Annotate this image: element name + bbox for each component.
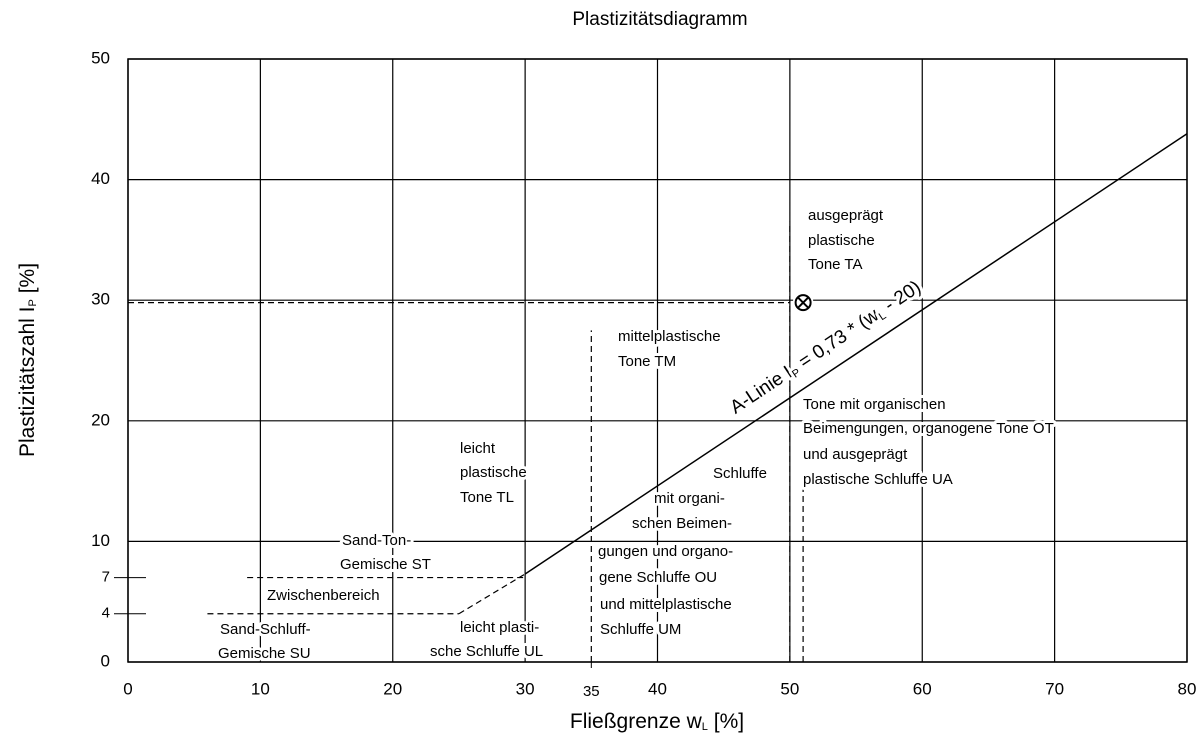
- region-label: plastische: [808, 232, 875, 249]
- region-label: und ausgeprägt: [803, 446, 908, 463]
- region-label: und mittelplastische: [600, 596, 732, 613]
- region-label: Tone TM: [618, 353, 676, 370]
- plot-frame: [127, 58, 1188, 663]
- x-tick-label: 60: [913, 679, 932, 698]
- region-label: Schluffe UM: [600, 621, 681, 638]
- point-cross: [797, 296, 810, 309]
- chart-title: Plastizitätsdiagramm: [572, 9, 747, 30]
- text-part: Plastizitätszahl I: [16, 306, 39, 457]
- region-label: leicht plasti-: [460, 619, 539, 636]
- region-label: Beimengungen, organogene Tone OT: [803, 420, 1054, 437]
- x-tick-label: 50: [780, 679, 799, 698]
- y-tick-label: 30: [91, 290, 110, 309]
- x-tick-label: 70: [1045, 679, 1064, 698]
- region-label: Gemische SU: [218, 645, 311, 662]
- region-label: Gemische ST: [340, 556, 431, 573]
- x-tick-label: 40: [648, 679, 667, 698]
- region-label: Tone TL: [460, 489, 514, 506]
- y-tick-label: 10: [91, 531, 110, 550]
- x-axis-label: Fließgrenze wL [%]: [570, 710, 744, 733]
- text-part: = 0,73 * (w: [791, 305, 883, 376]
- y-tick-label: 0: [101, 651, 110, 670]
- y-axis-label: Plastizitätszahl IP [%]: [16, 263, 39, 457]
- region-label: gene Schluffe OU: [599, 569, 717, 586]
- region-label: Zwischenbereich: [267, 587, 380, 604]
- x-tick-label: 80: [1178, 679, 1197, 698]
- x-tick-label: 10: [251, 679, 270, 698]
- region-label: Schluffe: [713, 465, 767, 482]
- subscript: L: [702, 721, 708, 733]
- region-label: schen Beimen-: [632, 515, 732, 532]
- y-tick-label: 7: [102, 569, 110, 586]
- region-label: Tone TA: [808, 256, 862, 273]
- text-part: A-Linie I: [727, 362, 797, 418]
- x-tick-label: 20: [383, 679, 402, 698]
- region-label: Sand-Ton-: [342, 532, 411, 549]
- region-label: leicht: [460, 440, 496, 457]
- region-label: gungen und organo-: [598, 543, 733, 560]
- data-point: [793, 292, 814, 313]
- region-label: sche Schluffe UL: [430, 643, 543, 660]
- subscript: P: [27, 299, 39, 306]
- y-tick-label: 50: [91, 48, 110, 67]
- text-part: [%]: [16, 263, 39, 299]
- region-label: mit organi-: [654, 490, 725, 507]
- text-part: [%]: [708, 710, 744, 733]
- x-tick-label: 30: [516, 679, 535, 698]
- point-circle: [794, 294, 812, 312]
- y-tick-label: 20: [91, 410, 110, 429]
- boundary-line: [458, 573, 526, 615]
- region-label: mittelplastische: [618, 328, 721, 345]
- region-label: plastische: [460, 464, 527, 481]
- region-label: plastische Schluffe UA: [803, 471, 953, 488]
- a-line: [524, 133, 1188, 575]
- region-label: Sand-Schluff-: [220, 621, 311, 638]
- y-tick-label: 40: [91, 169, 110, 188]
- text-part: Fließgrenze w: [570, 710, 703, 733]
- y-tick-label: 4: [102, 605, 110, 622]
- region-label: ausgeprägt: [808, 207, 884, 224]
- x-tick-label: 35: [583, 683, 600, 700]
- x-tick-label: 0: [123, 679, 132, 698]
- region-label: Tone mit organischen: [803, 396, 946, 413]
